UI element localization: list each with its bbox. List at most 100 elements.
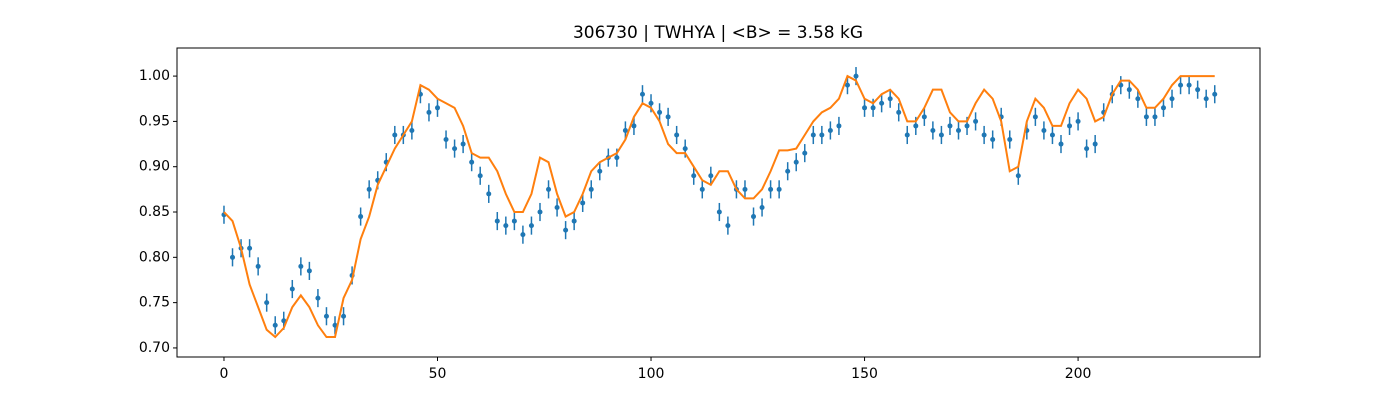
data-point (614, 155, 620, 161)
plot-frame (176, 47, 1261, 358)
data-point (230, 254, 236, 260)
data-point (665, 114, 671, 120)
data-point (486, 191, 492, 197)
data-point (716, 209, 722, 215)
data-point (571, 218, 577, 224)
data-point (973, 118, 979, 124)
data-point (862, 105, 868, 111)
y-tick-label: 0.90 (139, 159, 170, 175)
data-point (554, 204, 560, 210)
data-point (921, 114, 927, 120)
data-point (1152, 114, 1158, 120)
data-point (1007, 137, 1013, 143)
data-point (802, 150, 808, 156)
data-point (913, 123, 919, 129)
data-point (1041, 127, 1047, 133)
data-point (631, 123, 637, 129)
data-point (742, 186, 748, 192)
data-point (1212, 91, 1218, 97)
data-point (537, 209, 543, 215)
data-point (981, 132, 987, 138)
data-point (323, 313, 329, 319)
data-point (990, 137, 996, 143)
data-point (588, 186, 594, 192)
data-point (725, 223, 731, 229)
data-point (1084, 146, 1090, 152)
data-point (1032, 114, 1038, 120)
x-tick-label: 150 (851, 366, 878, 382)
data-point (247, 245, 253, 251)
data-point (827, 127, 833, 133)
data-point (332, 322, 338, 328)
y-tick-label: 0.75 (139, 295, 170, 311)
y-tick-label: 0.95 (139, 113, 170, 129)
data-point (879, 100, 885, 106)
data-point (657, 109, 663, 115)
data-point (1092, 141, 1098, 147)
data-point (264, 300, 270, 306)
data-point (298, 263, 304, 269)
x-tick-label: 100 (638, 366, 665, 382)
data-point (853, 73, 859, 79)
data-point (759, 204, 765, 210)
data-point (315, 295, 321, 301)
data-point (1126, 87, 1132, 93)
data-point (255, 263, 261, 269)
data-point (546, 186, 552, 192)
data-point (528, 223, 534, 229)
data-point (520, 232, 526, 238)
data-point (674, 132, 680, 138)
data-point (494, 218, 500, 224)
data-point (896, 109, 902, 115)
data-point (289, 286, 295, 292)
data-point (1178, 82, 1184, 88)
data-point (938, 132, 944, 138)
data-point (1058, 141, 1064, 147)
data-point (597, 168, 603, 174)
data-point (1203, 96, 1209, 102)
data-point (810, 132, 816, 138)
data-point (887, 96, 893, 102)
data-point (409, 127, 415, 133)
data-point (563, 227, 569, 233)
data-point (768, 186, 774, 192)
data-point (511, 218, 517, 224)
data-point (1169, 96, 1175, 102)
data-point (306, 268, 312, 274)
data-point (844, 82, 850, 88)
data-point (452, 146, 458, 152)
data-point (904, 132, 910, 138)
data-point (682, 146, 688, 152)
data-point (1160, 105, 1166, 111)
data-point (460, 141, 466, 147)
data-point (1135, 96, 1141, 102)
data-point (392, 132, 398, 138)
data-point (1186, 82, 1192, 88)
x-tick-label: 200 (1065, 366, 1092, 382)
data-point (580, 200, 586, 206)
data-point (691, 173, 697, 179)
data-point (648, 100, 654, 106)
data-point (1067, 123, 1073, 129)
data-point (751, 214, 757, 220)
data-point (469, 159, 475, 165)
data-point (366, 186, 372, 192)
chart-title: 306730 | TWHYA | <B> = 3.58 kG (573, 23, 863, 43)
data-point (956, 127, 962, 133)
data-point (622, 127, 628, 133)
data-point (1195, 87, 1201, 93)
data-point (785, 168, 791, 174)
data-point (1015, 173, 1021, 179)
data-point (443, 137, 449, 143)
y-tick-label: 0.70 (139, 340, 170, 356)
y-tick-label: 0.85 (139, 204, 170, 220)
data-point (341, 313, 347, 319)
data-point (699, 186, 705, 192)
data-point (426, 109, 432, 115)
data-point (836, 123, 842, 129)
data-point (870, 105, 876, 111)
data-point (930, 127, 936, 133)
data-point (708, 173, 714, 179)
data-point (793, 159, 799, 165)
